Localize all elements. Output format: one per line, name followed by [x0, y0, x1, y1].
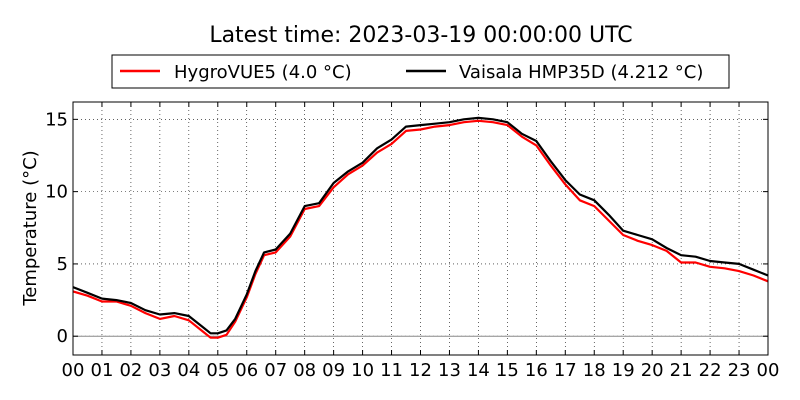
x-tick-label: 00 [62, 360, 85, 381]
legend-label-vaisala: Vaisala HMP35D (4.212 °C) [459, 62, 703, 83]
x-tick-label: 20 [641, 360, 664, 381]
x-tick-label: 02 [119, 360, 142, 381]
x-tick-label: 15 [496, 360, 519, 381]
legend-label-hygrovue5: HygroVUE5 (4.0 °C) [174, 62, 352, 83]
gridlines [73, 102, 768, 355]
x-tick-label: 21 [670, 360, 693, 381]
x-tick-label: 00 [757, 360, 780, 381]
x-tick-label: 23 [728, 360, 751, 381]
x-tick-label: 17 [554, 360, 577, 381]
x-tick-label: 11 [380, 360, 403, 381]
x-tick-label: 22 [699, 360, 722, 381]
x-tick-label: 18 [583, 360, 606, 381]
series-line-hygrovue5 [72, 119, 769, 339]
x-tick-label: 12 [409, 360, 432, 381]
x-tick-label: 16 [525, 360, 548, 381]
x-tick-label: 14 [467, 360, 490, 381]
x-tick-label: 04 [177, 360, 200, 381]
x-tick-label: 01 [91, 360, 114, 381]
x-tick-label: 10 [351, 360, 374, 381]
series-line-vaisala [72, 116, 769, 335]
y-tick-label: 15 [45, 109, 68, 130]
x-tick-label: 19 [612, 360, 635, 381]
x-tick-label: 05 [206, 360, 229, 381]
legend: HygroVUE5 (4.0 °C) Vaisala HMP35D (4.212… [111, 54, 730, 89]
y-tick-label: 10 [45, 182, 68, 203]
plot-frame [72, 101, 769, 356]
x-tick-label: 03 [148, 360, 171, 381]
y-tick-label: 5 [57, 254, 68, 275]
y-tick-label: 0 [57, 326, 68, 347]
y-axis-label: Temperature (°C) [20, 150, 41, 306]
chart-title: Latest time: 2023-03-19 00:00:00 UTC [209, 23, 632, 48]
axis-ticks: 00 01 02 03 04 05 06 07 08 09 10 11 12 13 14 15 16 17 18 19… [45, 102, 779, 381]
x-tick-label: 06 [235, 360, 258, 381]
x-tick-label: 07 [264, 360, 287, 381]
series-lines [72, 116, 769, 339]
x-tick-label: 13 [438, 360, 461, 381]
x-tick-label: 09 [322, 360, 345, 381]
x-tick-label: 08 [293, 360, 316, 381]
